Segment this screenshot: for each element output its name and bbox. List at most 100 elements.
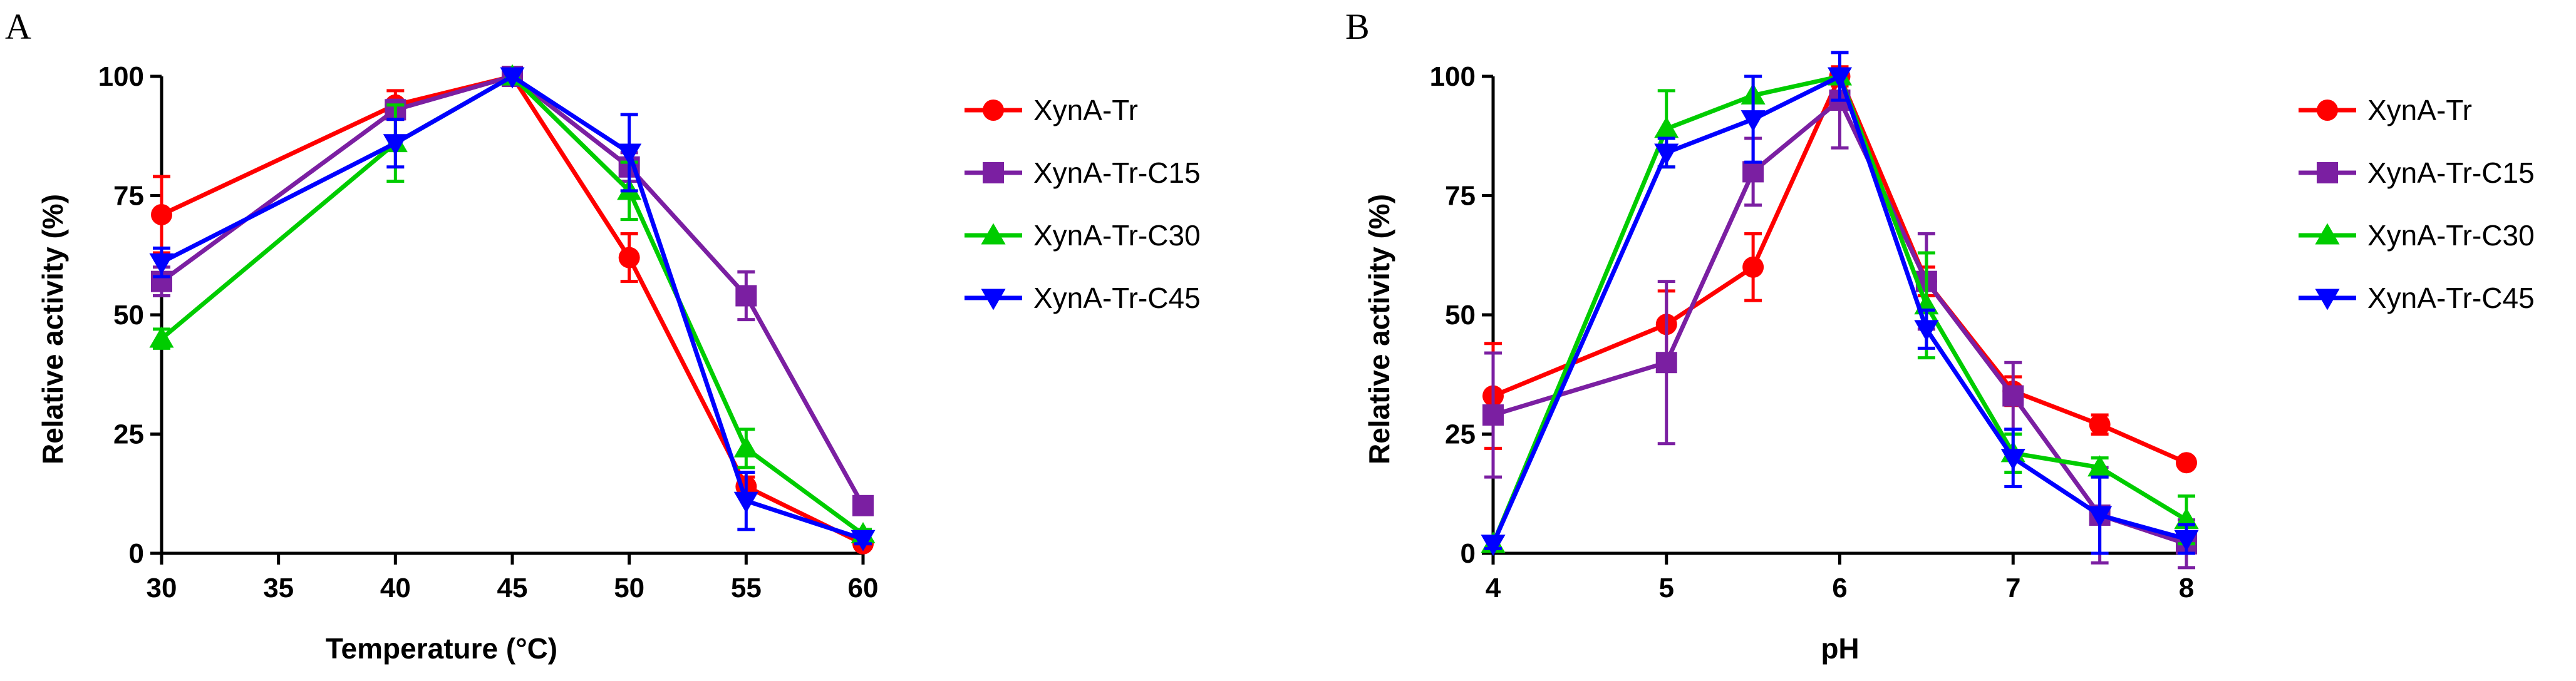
panel-b-data-point (2174, 530, 2199, 551)
panel-b-legend-item-xyna-tr-c45: XynA-Tr-C45 (2299, 282, 2535, 314)
panel-a-plot: 0 25 50 75 100 30 35 40 45 50 55 60 (98, 61, 879, 603)
panel-b-y-axis-title: Relative activity (%) (1363, 194, 1395, 464)
panel-b-series-line (1491, 74, 2187, 545)
panel-a-legend-item-xyna-tr-c15: XynA-Tr-C15 (965, 156, 1201, 189)
panel-b-data-point (1655, 352, 1677, 374)
panel-b-series-line (1491, 74, 2188, 545)
panel-b-legend: XynA-Tr XynA-Tr-C15 XynA-Tr-C30 XynA-Tr-… (2299, 94, 2535, 314)
panel-a-legend-marker (983, 162, 1004, 183)
panel-b-data-point (1482, 404, 1504, 426)
panel-b-series-line (1492, 74, 2188, 465)
panel-a-data-point (733, 436, 758, 458)
panel-a-data-point (149, 253, 174, 275)
panel-b-legend-item-xyna-tr-c15: XynA-Tr-C15 (2299, 156, 2535, 189)
panel-a-data-point (149, 326, 174, 348)
panel-b-legend-label-xyna-tr-c15: XynA-Tr-C15 (2367, 156, 2535, 189)
panel-a-legend-label-xyna-tr-c45: XynA-Tr-C45 (1033, 282, 1201, 314)
panel-a-x-tick-label: 30 (147, 573, 177, 603)
panel-a-data-point (500, 67, 525, 89)
panel-a-legend-marker (981, 223, 1006, 245)
panel-a-data-point (735, 285, 757, 307)
panel-a-y-tick-label: 75 (113, 181, 144, 212)
panel-a-series-xyna-tr-c30 (149, 64, 876, 543)
panel-b-data-point (2087, 455, 2113, 477)
panel-a-data-point (851, 530, 876, 551)
panel-b-legend-item-xyna-tr-c30: XynA-Tr-C30 (2299, 219, 2535, 252)
panel-b-legend-marker (2317, 162, 2338, 183)
panel-b-series-line (1492, 98, 2188, 546)
panel-b-legend-marker (2317, 100, 2338, 121)
panel-a-data-point (617, 143, 642, 165)
panel-a-legend: XynA-Tr XynA-Tr-C15 XynA-Tr-C30 XynA-Tr-… (965, 94, 1201, 314)
panel-a-y-tick-label: 0 (129, 538, 144, 569)
panel-b-x-tick-label: 4 (1486, 573, 1501, 603)
panel-b-legend-label-xyna-tr-c30: XynA-Tr-C30 (2367, 219, 2535, 252)
panel-a-letter: A (5, 6, 31, 47)
panel-a-legend-label-xyna-tr: XynA-Tr (1033, 94, 1138, 126)
panel-b-x-tick-label: 7 (2005, 573, 2020, 603)
panel-a-data-point (383, 134, 408, 156)
panel-a-series-line (160, 74, 865, 536)
panel-b-data-point (1827, 67, 1853, 89)
panel-a-y-axis-title: Relative activity (%) (36, 194, 69, 464)
panel-a-legend-marker (983, 100, 1004, 121)
panel-a-series-line (160, 74, 866, 507)
panel-b-data-point (1742, 256, 1764, 278)
panel-b-y-tick-label: 25 (1445, 419, 1476, 450)
panel-a-series-line (160, 74, 864, 546)
panel-a-x-tick-label: 60 (848, 573, 879, 603)
panel-b-legend-marker (2315, 289, 2340, 310)
panel-a-series-xyna-tr-c15 (151, 66, 874, 516)
panel-b-x-tick-label: 6 (1832, 573, 1847, 603)
panel-b-y-tick-label: 100 (1430, 61, 1476, 92)
panel-b-letter: B (1345, 6, 1370, 47)
panel-a-x-axis-title: Temperature (°C) (326, 632, 557, 665)
panel-a-y-tick-label: 25 (113, 419, 144, 450)
panel-b-x-tick-label: 8 (2179, 573, 2194, 603)
panel-a-series-xyna-tr-c45 (149, 67, 876, 551)
panel-a-legend-item-xyna-tr: XynA-Tr (965, 94, 1138, 126)
panel-b-data-point (2087, 506, 2113, 528)
panel-b-data-point (2002, 385, 2024, 407)
panel-a-legend-label-xyna-tr-c30: XynA-Tr-C30 (1033, 219, 1201, 252)
panel-b-data-point (2089, 414, 2111, 436)
panel-a-x-tick-label: 35 (263, 573, 294, 603)
panel-a-x-tick-label: 55 (731, 573, 762, 603)
panel-a-x-tick-label: 45 (497, 573, 528, 603)
panel-a-y-tick-label: 50 (113, 300, 144, 330)
panel-b-legend-item-xyna-tr: XynA-Tr (2299, 94, 2472, 126)
panel-a: A 0 25 50 75 100 30 35 40 45 50 55 60 Relative acti… (5, 6, 1201, 665)
panel-a-series-xyna-tr (151, 66, 874, 555)
panel-a-y-tick-label: 100 (98, 61, 144, 92)
panel-b-x-axis-title: pH (1821, 632, 1859, 665)
panel-a-data-point (151, 203, 172, 225)
panel-b-data-point (1742, 161, 1764, 183)
panel-a-legend-marker (981, 289, 1006, 310)
panel-a-data-point (618, 247, 640, 269)
panel-b-y-tick-label: 50 (1445, 300, 1476, 330)
panel-b-data-point (1741, 110, 1766, 132)
panel-b-data-point (2176, 452, 2197, 474)
panel-b-data-point (1914, 320, 1939, 342)
panel-b-y-tick-label: 75 (1445, 181, 1476, 212)
panel-a-series-line (160, 74, 864, 541)
panel-b-data-point (1654, 116, 1679, 138)
panel-b-plot: 0 25 50 75 100 4 5 6 7 8 (1430, 51, 2199, 603)
panel-b-legend-marker (2315, 223, 2340, 245)
panel-a-legend-label-xyna-tr-c15: XynA-Tr-C15 (1033, 156, 1201, 189)
panel-a-data-point (733, 491, 758, 513)
panel-b-x-tick-label: 5 (1659, 573, 1674, 603)
panel-a-x-tick-label: 40 (380, 573, 411, 603)
panel-b-legend-label-xyna-tr: XynA-Tr (2367, 94, 2472, 126)
panel-b-series-xyna-tr-c45 (1481, 51, 2199, 556)
panel-a-legend-item-xyna-tr-c45: XynA-Tr-C45 (965, 282, 1201, 314)
panel-b-data-point (2000, 449, 2025, 471)
panel-a-data-point (852, 494, 874, 516)
panel-b-data-point (1654, 143, 1679, 165)
panel-b-legend-label-xyna-tr-c45: XynA-Tr-C45 (2367, 282, 2535, 314)
panel-a-legend-item-xyna-tr-c30: XynA-Tr-C30 (965, 219, 1201, 252)
panel-b-data-point (1481, 535, 1506, 556)
panel-a-x-tick-label: 50 (614, 573, 644, 603)
